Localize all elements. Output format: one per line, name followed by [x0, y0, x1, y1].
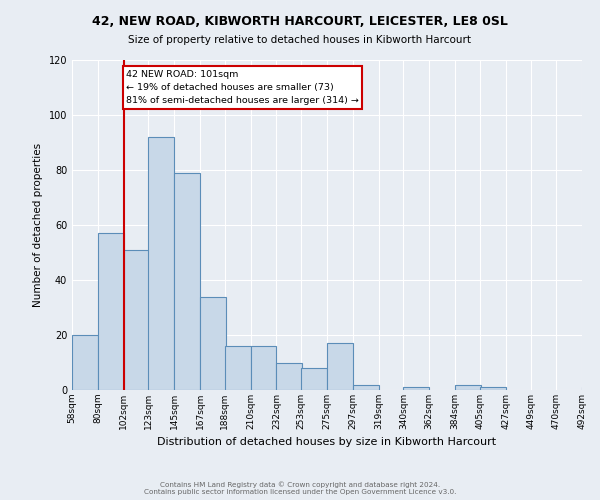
Bar [200, 296, 226, 390]
Bar [148, 137, 174, 390]
Bar [98, 233, 124, 390]
Bar [582, 387, 600, 390]
Bar [72, 335, 98, 390]
Text: 42, NEW ROAD, KIBWORTH HARCOURT, LEICESTER, LE8 0SL: 42, NEW ROAD, KIBWORTH HARCOURT, LEICEST… [92, 15, 508, 28]
Bar [251, 346, 277, 390]
Y-axis label: Number of detached properties: Number of detached properties [33, 143, 43, 307]
Text: Size of property relative to detached houses in Kibworth Harcourt: Size of property relative to detached ho… [128, 35, 472, 45]
Bar [327, 343, 353, 390]
Bar [225, 346, 251, 390]
Bar [124, 250, 149, 390]
X-axis label: Distribution of detached houses by size in Kibworth Harcourt: Distribution of detached houses by size … [157, 438, 497, 448]
Bar [353, 384, 379, 390]
Text: 42 NEW ROAD: 101sqm
← 19% of detached houses are smaller (73)
81% of semi-detach: 42 NEW ROAD: 101sqm ← 19% of detached ho… [126, 70, 359, 105]
Bar [301, 368, 327, 390]
Bar [277, 362, 302, 390]
Bar [403, 387, 429, 390]
Bar [174, 173, 200, 390]
Bar [480, 387, 506, 390]
Bar [455, 384, 481, 390]
Text: Contains HM Land Registry data © Crown copyright and database right 2024.
Contai: Contains HM Land Registry data © Crown c… [144, 482, 456, 495]
